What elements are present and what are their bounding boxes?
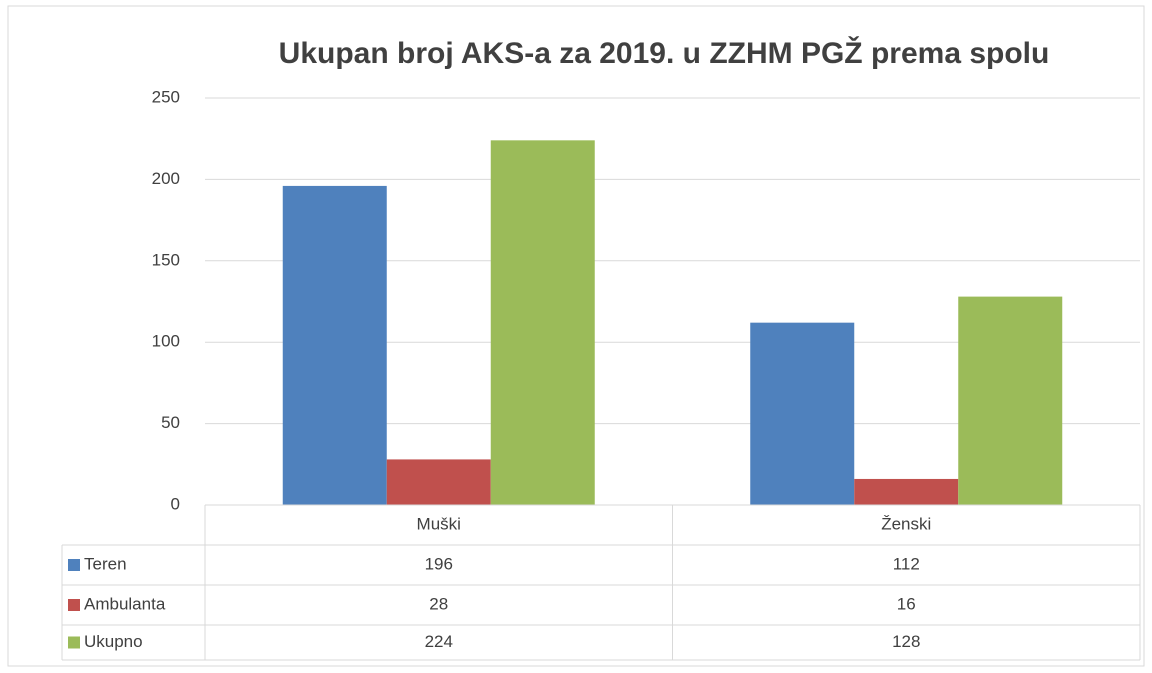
bar	[854, 478, 959, 505]
table-value: 28	[429, 594, 448, 613]
legend-label: Teren	[84, 554, 127, 573]
bar	[386, 459, 491, 505]
legend-key	[68, 559, 80, 571]
bar	[958, 296, 1063, 505]
x-tick-label: Ženski	[881, 514, 931, 533]
table-value: 16	[897, 594, 916, 613]
table-value: 196	[425, 554, 453, 573]
y-tick-label: 50	[161, 413, 180, 432]
legend-key	[68, 636, 80, 649]
y-tick-label: 100	[152, 332, 180, 351]
chart-title: Ukupan broj AKS-a za 2019. u ZZHM PGŽ pr…	[279, 36, 1050, 70]
bar	[750, 322, 855, 505]
legend-key	[68, 599, 80, 611]
table-value: 128	[892, 632, 920, 651]
y-tick-label: 250	[152, 87, 180, 106]
x-tick-label: Muški	[417, 514, 461, 533]
bar	[490, 140, 595, 505]
y-tick-label: 150	[152, 250, 180, 269]
y-tick-label: 200	[152, 169, 180, 188]
bar	[282, 185, 387, 506]
legend-label: Ambulanta	[84, 594, 166, 613]
table-value: 112	[893, 554, 920, 573]
legend-label: Ukupno	[84, 632, 143, 651]
y-tick-label: 0	[171, 494, 180, 513]
table-value: 224	[425, 632, 453, 651]
